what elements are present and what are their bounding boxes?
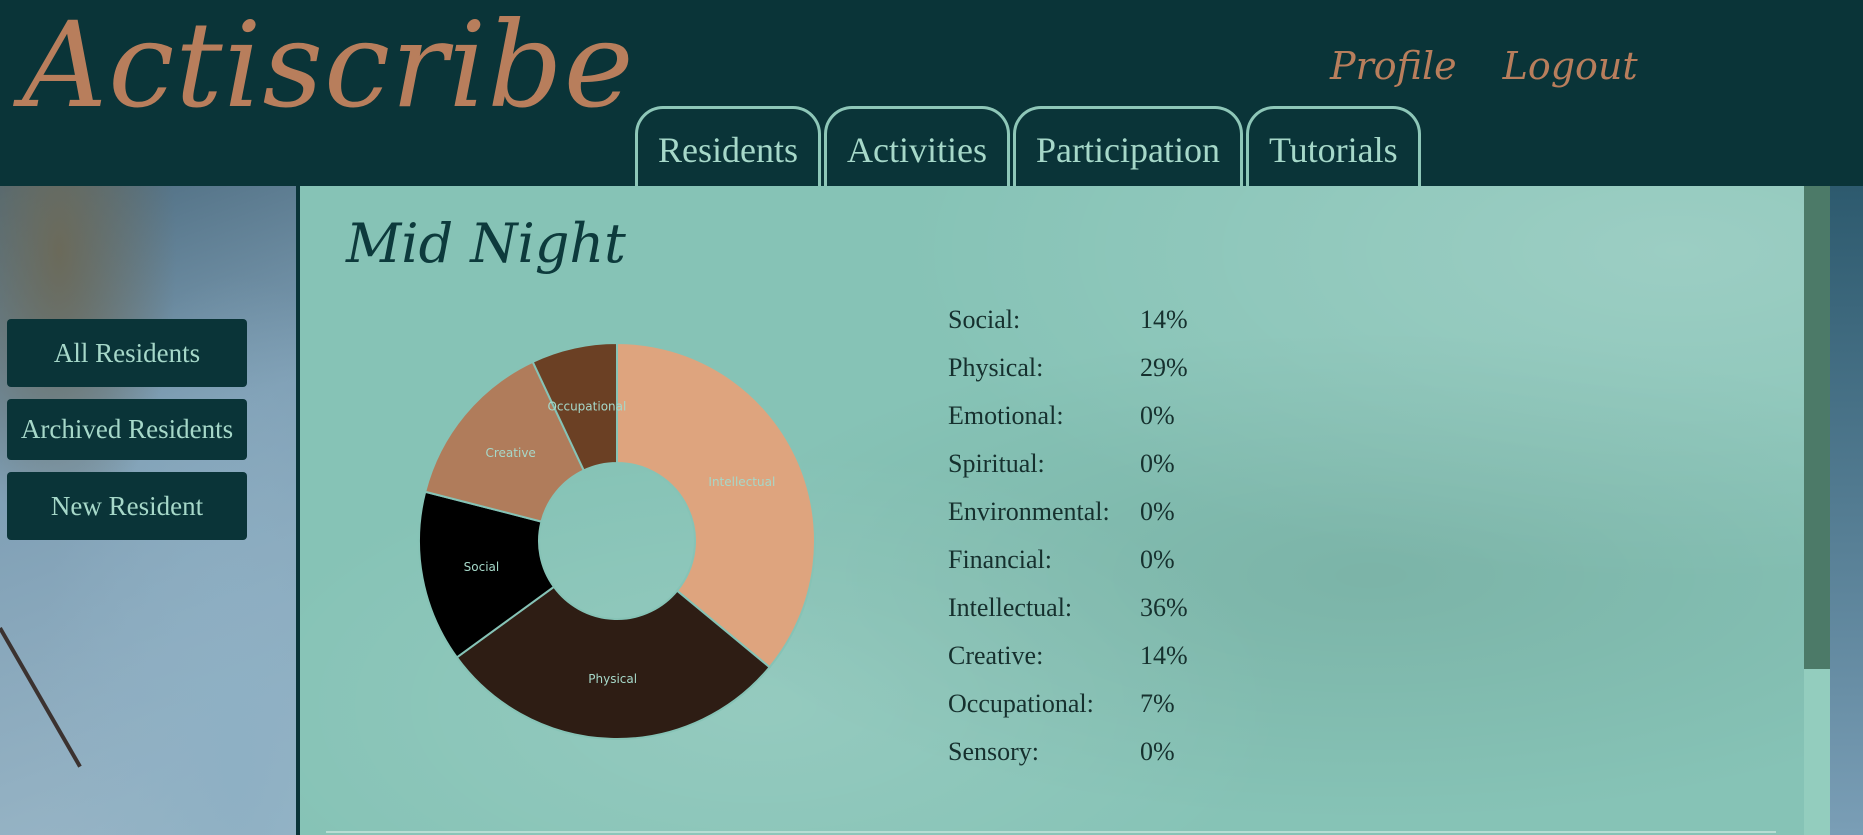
stat-value: 0%: [1140, 449, 1175, 478]
top-links: Profile Logout: [1330, 44, 1638, 88]
stat-value: 0%: [1140, 497, 1175, 526]
donut-slice-physical[interactable]: [455, 585, 771, 740]
stat-row-spiritual: Spiritual: 0%: [948, 440, 1188, 488]
main-panel: Mid Night Intellectual Physical Social Crea…: [296, 186, 1830, 835]
donut-slice-creative[interactable]: [424, 360, 586, 523]
new-resident-button[interactable]: New Resident: [7, 472, 247, 540]
stat-label: Financial:: [948, 545, 1052, 574]
main-tabs: Residents Activities Participation Tutor…: [635, 106, 1421, 186]
stat-row-occupational: Occupational: 7%: [948, 680, 1188, 728]
participation-donut-chart: Intellectual Physical Social Creative Occupa…: [418, 341, 816, 740]
donut-label-physical: Physical: [588, 672, 637, 686]
stat-label: Physical:: [948, 353, 1044, 382]
stat-value: 0%: [1140, 737, 1175, 766]
divider: [326, 831, 1776, 833]
scrollbar-thumb[interactable]: [1804, 186, 1830, 669]
stat-row-sensory: Sensory: 0%: [948, 728, 1188, 776]
donut-slice-intellectual[interactable]: [616, 341, 816, 669]
donut-label-social: Social: [464, 560, 500, 574]
tab-participation[interactable]: Participation: [1012, 106, 1243, 186]
sidebar-nav: All Residents Archived Residents New Res…: [7, 319, 247, 552]
stat-row-financial: Financial: 0%: [948, 536, 1188, 584]
stat-row-physical: Physical: 29%: [948, 344, 1188, 392]
tab-residents[interactable]: Residents: [635, 106, 821, 186]
stat-label: Sensory:: [948, 737, 1039, 766]
stat-row-intellectual: Intellectual: 36%: [948, 584, 1188, 632]
stat-value: 29%: [1140, 353, 1188, 382]
stat-row-environmental: Environmental: 0%: [948, 488, 1188, 536]
tab-tutorials[interactable]: Tutorials: [1245, 106, 1421, 186]
logout-link[interactable]: Logout: [1502, 44, 1638, 88]
profile-link[interactable]: Profile: [1330, 44, 1457, 88]
left-panel: All Residents Archived Residents New Res…: [0, 186, 296, 835]
donut-label-creative: Creative: [486, 446, 536, 460]
stat-value: 7%: [1140, 689, 1175, 718]
stat-value: 14%: [1140, 641, 1188, 670]
background-decoration: [0, 627, 82, 768]
stat-row-emotional: Emotional: 0%: [948, 392, 1188, 440]
stat-value: 36%: [1140, 593, 1188, 622]
stat-value: 14%: [1140, 305, 1188, 334]
stat-label: Creative:: [948, 641, 1044, 670]
donut-slice-occupational[interactable]: [531, 341, 618, 472]
right-background-strip: [1830, 186, 1863, 835]
stat-label: Occupational:: [948, 689, 1094, 718]
stat-value: 0%: [1140, 545, 1175, 574]
brand-logo[interactable]: Actiscribe: [22, 0, 635, 134]
app-header: Actiscribe Profile Logout Residents Acti…: [0, 0, 1863, 186]
donut-label-intellectual: Intellectual: [708, 475, 775, 489]
resident-name: Mid Night: [346, 212, 626, 275]
donut-label-occupational: Occupational: [547, 399, 626, 413]
participation-stats: Social: 14% Physical: 29% Emotional: 0% …: [948, 296, 1188, 776]
archived-residents-button[interactable]: Archived Residents: [7, 399, 247, 460]
stat-value: 0%: [1140, 401, 1175, 430]
scrollbar-track[interactable]: [1804, 186, 1830, 835]
stat-label: Spiritual:: [948, 449, 1045, 478]
stat-label: Environmental:: [948, 497, 1110, 526]
stat-label: Social:: [948, 305, 1021, 334]
all-residents-button[interactable]: All Residents: [7, 319, 247, 387]
donut-slice-social[interactable]: [418, 490, 556, 659]
tab-activities[interactable]: Activities: [824, 106, 1010, 186]
stat-label: Intellectual:: [948, 593, 1073, 622]
stat-label: Emotional:: [948, 401, 1064, 430]
stat-row-creative: Creative: 14%: [948, 632, 1188, 680]
stat-row-social: Social: 14%: [948, 296, 1188, 344]
